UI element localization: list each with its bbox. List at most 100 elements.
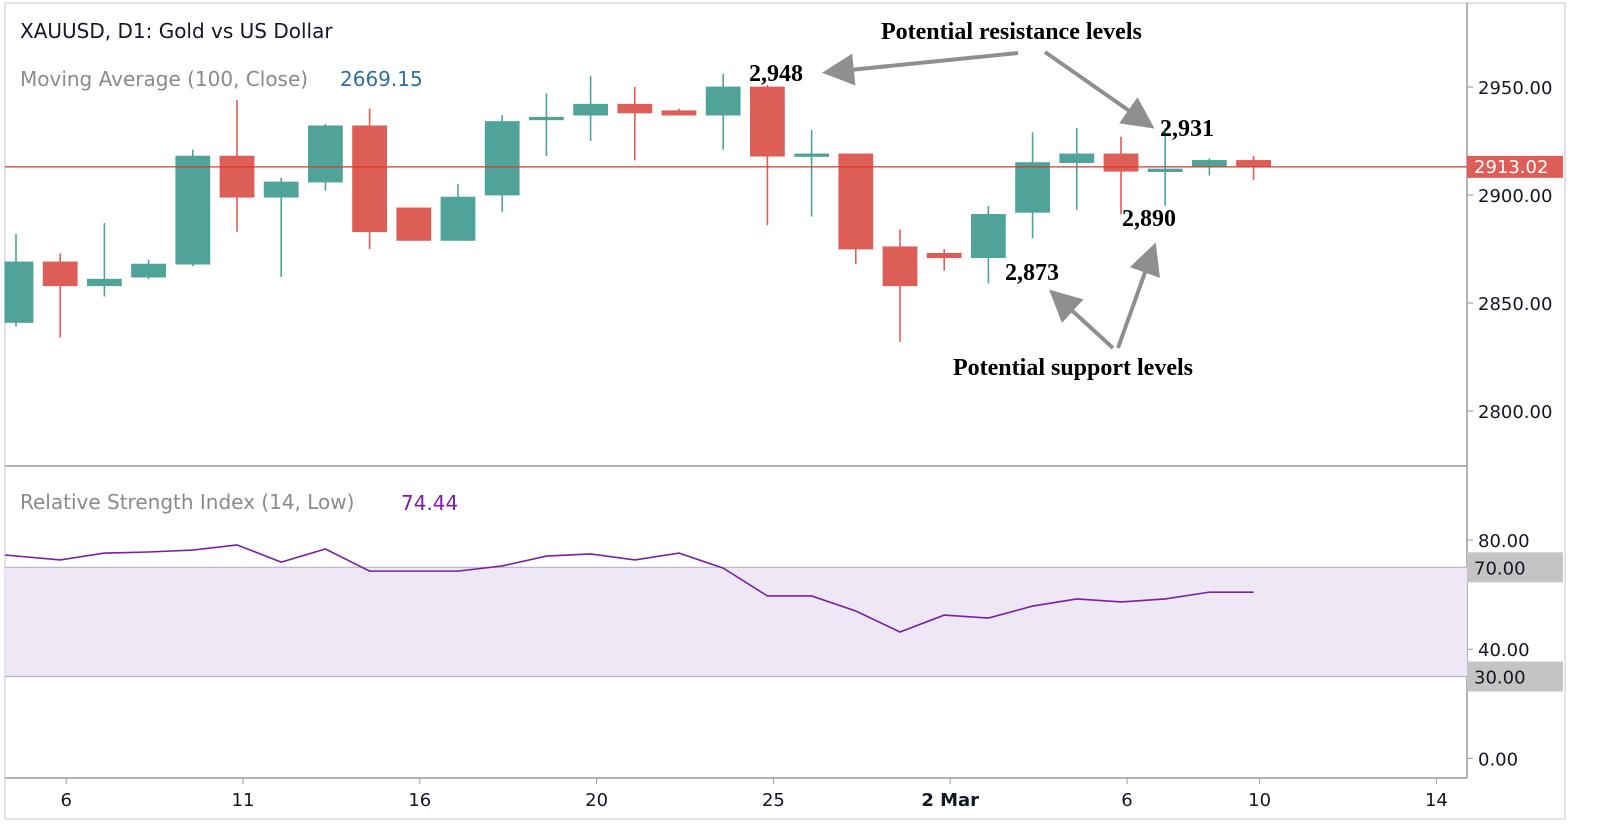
rsi-level-tag bbox=[1467, 552, 1563, 583]
rsi-pane bbox=[4, 544, 1254, 633]
candle[interactable] bbox=[175, 149, 211, 267]
candle-body bbox=[87, 278, 122, 287]
candle[interactable] bbox=[750, 84, 785, 226]
candle[interactable] bbox=[529, 93, 564, 157]
y-tick-label: 2850.00 bbox=[1478, 294, 1552, 315]
level-label-2873: 2,873 bbox=[1005, 260, 1059, 286]
candle-body bbox=[352, 125, 388, 233]
candle[interactable] bbox=[307, 123, 343, 191]
ma-label: Moving Average (100, Close) bbox=[20, 67, 308, 91]
candle[interactable] bbox=[926, 249, 962, 271]
x-tick-label: 6 bbox=[60, 790, 71, 811]
rsi-label: Relative Strength Index (14, Low) bbox=[20, 490, 354, 514]
candle-body bbox=[219, 155, 255, 198]
level-label-2931: 2,931 bbox=[1160, 116, 1214, 142]
candle-body bbox=[705, 86, 741, 116]
x-tick-label: 25 bbox=[762, 790, 785, 811]
candle-body bbox=[838, 153, 874, 250]
rsi-band bbox=[5, 567, 1467, 677]
candle[interactable] bbox=[838, 153, 874, 265]
candle-body bbox=[263, 181, 299, 198]
ma-value: 2669.15 bbox=[340, 67, 423, 91]
annotations: Potential resistance levels Potential su… bbox=[749, 19, 1214, 381]
arrow-icon bbox=[822, 51, 1019, 86]
candle[interactable] bbox=[263, 177, 299, 278]
resistance-title: Potential resistance levels bbox=[881, 19, 1142, 45]
y-tick-label: 2900.00 bbox=[1478, 186, 1552, 207]
candle-body bbox=[971, 214, 1006, 259]
candle[interactable] bbox=[661, 108, 697, 116]
candle-body bbox=[617, 103, 653, 114]
candle[interactable] bbox=[87, 223, 122, 297]
x-tick-label: 20 bbox=[585, 790, 608, 811]
candle-body bbox=[882, 246, 918, 287]
x-tick-label: 16 bbox=[408, 790, 431, 811]
candle[interactable] bbox=[484, 115, 520, 213]
candle[interactable] bbox=[705, 74, 741, 150]
candle-body bbox=[42, 261, 78, 287]
rsi-level-tag bbox=[1467, 661, 1563, 692]
candle[interactable] bbox=[131, 259, 167, 280]
level-label-2890: 2,890 bbox=[1122, 206, 1176, 232]
x-tick-label: 10 bbox=[1248, 790, 1271, 811]
last-price-label: 2913.02 bbox=[1474, 157, 1548, 178]
candle-body bbox=[794, 153, 829, 157]
candle-body bbox=[175, 155, 211, 265]
time-axis[interactable]: 6 11 16 20 25 2 Mar 6 10 14 bbox=[60, 778, 1448, 811]
rsi-tick-label: 30.00 bbox=[1474, 668, 1526, 689]
price-axis[interactable]: 2950.00 2900.00 2850.00 2800.00 bbox=[1467, 78, 1552, 423]
x-tick-label: 6 bbox=[1121, 790, 1132, 811]
candle-body bbox=[750, 86, 785, 157]
candle[interactable] bbox=[4, 233, 34, 327]
rsi-tick-label: 80.00 bbox=[1478, 531, 1530, 552]
x-tick-label: 2 Mar bbox=[921, 790, 979, 811]
candle-body bbox=[1236, 160, 1271, 168]
candle-body bbox=[4, 261, 34, 323]
candle[interactable] bbox=[352, 108, 388, 249]
candle-body bbox=[1103, 153, 1139, 172]
support-title: Potential support levels bbox=[953, 355, 1193, 381]
candle[interactable] bbox=[573, 76, 608, 141]
candle[interactable] bbox=[1059, 128, 1095, 211]
candle-body bbox=[307, 125, 343, 183]
candle-body bbox=[396, 207, 432, 241]
candle[interactable] bbox=[219, 99, 255, 232]
rsi-axis[interactable]: 80.00 70.00 40.00 30.00 0.00 bbox=[1467, 531, 1563, 770]
candle-body bbox=[926, 252, 962, 259]
candle[interactable] bbox=[440, 184, 476, 241]
candle-body bbox=[1147, 168, 1183, 172]
arrow-icon bbox=[1116, 242, 1160, 349]
arrow-icon bbox=[1043, 50, 1155, 129]
y-tick-label: 2800.00 bbox=[1478, 402, 1552, 423]
rsi-tick-label: 70.00 bbox=[1474, 558, 1526, 579]
rsi-tick-label: 0.00 bbox=[1478, 749, 1518, 770]
y-tick-label: 2950.00 bbox=[1478, 78, 1552, 99]
candle[interactable] bbox=[882, 229, 918, 342]
chart-frame bbox=[4, 2, 1566, 820]
candle[interactable] bbox=[396, 207, 432, 241]
candle[interactable] bbox=[42, 253, 78, 338]
symbol-title: XAUUSD, D1: Gold vs US Dollar bbox=[20, 19, 333, 43]
x-tick-label: 14 bbox=[1425, 790, 1448, 811]
candle[interactable] bbox=[1015, 132, 1050, 239]
candle-body bbox=[131, 263, 167, 278]
candle-body bbox=[1059, 153, 1095, 164]
arrow-icon bbox=[1049, 289, 1115, 350]
candle[interactable] bbox=[794, 130, 829, 217]
level-label-2948: 2,948 bbox=[749, 61, 803, 87]
candles bbox=[4, 74, 1271, 342]
rsi-value: 74.44 bbox=[401, 491, 458, 515]
candle-body bbox=[1192, 160, 1227, 168]
rsi-tick-label: 40.00 bbox=[1478, 640, 1530, 661]
candle[interactable] bbox=[617, 87, 653, 161]
candle[interactable] bbox=[971, 205, 1006, 284]
candle-body bbox=[573, 103, 608, 116]
candle-body bbox=[440, 196, 476, 241]
last-price-tag bbox=[1467, 155, 1563, 178]
candle-body bbox=[529, 116, 564, 121]
candle-body bbox=[484, 121, 520, 196]
candle-body bbox=[661, 110, 697, 116]
x-tick-label: 11 bbox=[232, 790, 255, 811]
candle-body bbox=[1015, 162, 1050, 213]
